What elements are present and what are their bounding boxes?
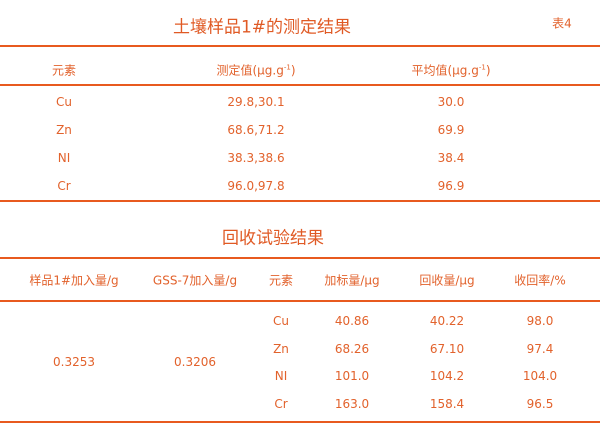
table-label: 表4 <box>552 16 572 31</box>
column-header: 回收量/μg <box>419 273 475 288</box>
header-element: 元素 <box>51 63 77 78</box>
table-cell: 68.26 <box>334 341 370 356</box>
divider <box>0 200 600 202</box>
table-cell: 97.4 <box>526 341 554 356</box>
table-cell: 98.0 <box>526 314 554 328</box>
table-cell: 163.0 <box>334 396 370 411</box>
table-cell: Cu <box>273 314 289 328</box>
divider <box>0 45 600 47</box>
table-cell: 30.0 <box>437 95 465 109</box>
divider <box>0 300 600 302</box>
table-cell: 101.0 <box>334 369 370 383</box>
table-cell: 104.0 <box>522 369 558 383</box>
table-cell: 68.6,71.2 <box>227 123 285 137</box>
header-close: ) <box>485 63 491 78</box>
table-cell: Cr <box>57 179 71 193</box>
table-cell: 38.4 <box>437 151 465 165</box>
header-sup: -1 <box>283 63 291 72</box>
table-cell: 96.5 <box>526 396 554 411</box>
table-cell: 40.22 <box>429 314 465 328</box>
column-header: 元素 <box>268 273 294 288</box>
header-average: 平均值(μg.g-1) <box>411 62 490 79</box>
column-header: 收回率/% <box>514 273 566 288</box>
header-text: 平均值(μg.g <box>411 63 479 78</box>
divider <box>0 257 600 259</box>
table-cell: 29.8,30.1 <box>227 95 285 109</box>
header-measured: 测定值(μg.g-1) <box>216 62 295 79</box>
table-cell: 69.9 <box>437 123 465 137</box>
table-cell: 40.86 <box>334 314 370 328</box>
table-cell: 96.0,97.8 <box>227 179 285 193</box>
table-cell: NI <box>274 369 288 383</box>
header-sup: -1 <box>478 63 486 72</box>
divider <box>0 84 600 86</box>
gss-amount: 0.3206 <box>174 355 216 369</box>
column-header: GSS-7加入量/g <box>152 273 238 288</box>
table-cell: Cr <box>274 396 288 411</box>
header-text: 测定值(μg.g <box>216 63 284 78</box>
table-cell: 158.4 <box>429 396 465 411</box>
header-close: ) <box>290 63 296 78</box>
table-cell: NI <box>57 151 71 165</box>
table-cell: Zn <box>56 123 72 137</box>
divider <box>0 421 600 423</box>
column-header: 样品1#加入量/g <box>29 273 119 288</box>
table-cell: Cu <box>56 95 72 109</box>
table-cell: Zn <box>273 341 289 356</box>
table-cell: 96.9 <box>437 179 465 193</box>
table-cell: 38.3,38.6 <box>227 151 285 165</box>
table1-title: 土壤样品1#的测定结果 <box>172 17 352 38</box>
table-cell: 104.2 <box>429 369 465 383</box>
column-header: 加标量/μg <box>324 273 380 288</box>
table2-title: 回收试验结果 <box>222 228 324 249</box>
table-cell: 67.10 <box>429 341 465 356</box>
sample-amount: 0.3253 <box>53 355 95 369</box>
